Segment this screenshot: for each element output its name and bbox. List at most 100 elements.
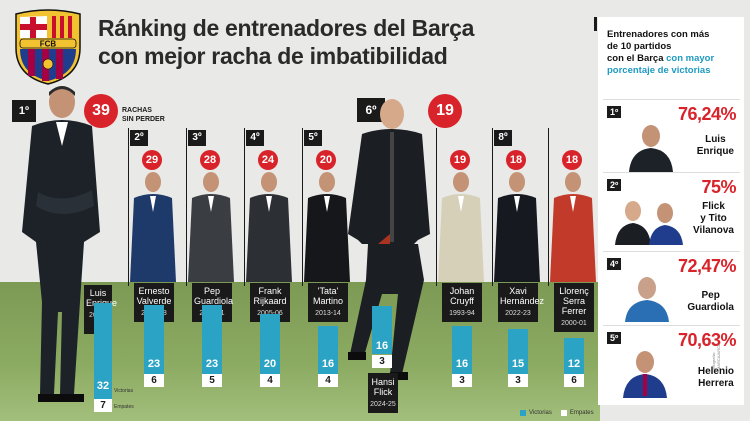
- panel-name-line: Pep: [701, 290, 720, 301]
- coach-last-name: Flick: [373, 387, 393, 397]
- panel-percentage: 70,63%: [677, 330, 737, 350]
- wins-legend-swatch: [520, 410, 526, 416]
- panel-rank-badge: 2º: [607, 179, 622, 191]
- coach-photo-luis-enrique: [22, 86, 100, 402]
- coach-season: 2024-25: [370, 401, 396, 408]
- coach-photo-flick-vilanova-small: [615, 201, 683, 245]
- draws-value: 4: [318, 374, 338, 387]
- column-divider: [302, 128, 303, 286]
- rank-badge: 5º: [304, 130, 322, 146]
- coach-name-box: Xavi Hernández 2022-23: [498, 283, 544, 322]
- column-divider: [128, 128, 129, 286]
- wins-bar: [144, 305, 164, 374]
- draws-value: 6: [144, 374, 164, 387]
- panel-header-highlight: porcentaje de victorias: [607, 65, 711, 76]
- coach-photo-pep-guardiola-small: [625, 277, 669, 322]
- wins-value: 15: [511, 358, 525, 370]
- panel-header: Entrenadores con más de 10 partidos con …: [607, 29, 739, 77]
- coach-season: 2022-23: [505, 310, 531, 317]
- streak-caption: RACHAS SIN PERDER: [122, 106, 165, 124]
- coach-first-name: Pep: [203, 286, 220, 296]
- rank-badge: 1º: [12, 100, 36, 122]
- wins-value: 23: [147, 358, 161, 370]
- coach-last-name: Valverde: [136, 296, 172, 306]
- panel-name-line: Herrera: [698, 378, 734, 389]
- wins-bar: [508, 329, 528, 374]
- panel-rank-badge: 4º: [607, 258, 622, 270]
- title-line-2: con mejor racha de imbatibilidad: [98, 43, 448, 69]
- panel-percentage: 75%: [701, 177, 736, 197]
- draws-legend-label: Empates: [569, 410, 594, 416]
- wins-bar: [372, 306, 392, 354]
- coach-photo: [550, 172, 596, 282]
- panel-coach-name: Pep Guardiola: [687, 290, 734, 314]
- coach-first-name: Frank: [258, 286, 282, 296]
- streak-circle: 19: [428, 94, 462, 128]
- wins-bar: [202, 305, 222, 374]
- coach-season: 2013-14: [315, 310, 341, 317]
- panel-card: 5º 70,63% Helenio Herrera: [603, 325, 740, 398]
- coach-last-name: Rijkaard: [253, 296, 287, 306]
- coach-first-name: 'Tata': [317, 286, 339, 296]
- coach-name-box: Llorenç Serra Ferrer 2000-01: [554, 283, 594, 332]
- wins-bar: [260, 314, 280, 374]
- wins-value: 32: [96, 380, 110, 392]
- chart-legend: Victorias Empates: [520, 410, 594, 416]
- panel-name-line: y Tito: [700, 213, 727, 224]
- streak-caption-line-1: RACHAS: [122, 107, 152, 114]
- graphic-credit: Infografía: MARCA/ARCA: [711, 343, 721, 370]
- coach-last-name: Cruyff: [450, 296, 474, 306]
- coach-photo: [246, 172, 292, 282]
- rank-badge: 6º: [357, 98, 385, 122]
- streak-circle: 39: [84, 94, 118, 128]
- wins-value: 20: [263, 358, 277, 370]
- rank-badge: 4º: [246, 130, 264, 146]
- win-percentage-panel: Entrenadores con más de 10 partidos con …: [594, 17, 744, 405]
- coach-first-name: Luis: [89, 288, 107, 298]
- coach-first-name: Ernesto: [138, 286, 170, 296]
- coach-photo-hansi-flick: [348, 99, 430, 380]
- coach-last-name: Serra Ferrer: [561, 296, 587, 316]
- panel-percentage: 72,47%: [677, 256, 737, 276]
- wins-bar: [564, 338, 584, 374]
- streak-circle: 28: [200, 150, 220, 170]
- coach-photo: [130, 172, 176, 282]
- panel-header-line: de 10 partidos: [607, 41, 672, 52]
- coach-first-name: Johan: [449, 286, 475, 296]
- coach-photo-luis-enrique-small: [629, 125, 673, 172]
- panel-card: 1º 76,24% Luis Enrique: [603, 99, 740, 172]
- panel-coach-name: Flick y Tito Vilanova: [693, 201, 734, 237]
- coach-first-name: Llorenç: [559, 286, 589, 296]
- draws-axis-label: Empates: [114, 404, 134, 410]
- streak-circle: 24: [258, 150, 278, 170]
- panel-rank-badge: 5º: [607, 332, 622, 344]
- coach-season: 2000-01: [561, 320, 587, 327]
- streak-circle: 19: [450, 150, 470, 170]
- panel-name-line: Guardiola: [687, 302, 734, 313]
- rank-badge: 3º: [188, 130, 206, 146]
- fcb-crest-icon: FCB: [15, 9, 81, 85]
- panel-coach-name: Helenio Herrera: [698, 366, 734, 390]
- wins-bar: [318, 326, 338, 374]
- streak-caption-line-2: SIN PERDER: [122, 116, 165, 123]
- streak-circle: 20: [316, 150, 336, 170]
- column-divider: [244, 128, 245, 286]
- panel-card: 4º 72,47% Pep Guardiola: [603, 251, 740, 323]
- panel-coach-name: Luis Enrique: [697, 134, 734, 158]
- panel-header-highlight: con mayor: [666, 53, 715, 64]
- panel-accent: [594, 17, 597, 31]
- streak-circle: 29: [142, 150, 162, 170]
- column-divider: [548, 128, 549, 286]
- coach-last-name: Martino: [312, 296, 343, 306]
- panel-name-line: Luis: [705, 134, 726, 145]
- wins-value: 16: [375, 340, 389, 352]
- panel-percentage: 76,24%: [677, 104, 737, 124]
- panel-name-line: Enrique: [696, 146, 734, 157]
- wins-value: 12: [567, 358, 581, 370]
- panel-name-line: Vilanova: [693, 225, 734, 236]
- rank-badge: 2º: [130, 130, 148, 146]
- wins-legend-label: Victorias: [529, 410, 552, 416]
- panel-card: 2º 75% Flick y Tito Vilanova: [603, 172, 740, 245]
- wins-value: 23: [205, 358, 219, 370]
